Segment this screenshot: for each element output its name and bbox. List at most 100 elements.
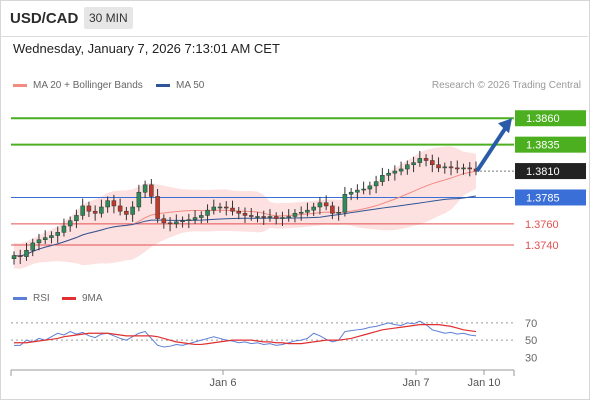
candle xyxy=(186,213,192,229)
candle xyxy=(342,186,348,217)
candle xyxy=(11,251,17,265)
level-label-1.3860: 1.3860 xyxy=(526,113,560,125)
candle xyxy=(261,210,266,225)
candle xyxy=(105,196,110,213)
level-label-1.3810: 1.3810 xyxy=(526,166,560,178)
candle-body xyxy=(86,205,92,212)
candle-body xyxy=(430,160,435,165)
candle-body xyxy=(55,232,60,236)
candle xyxy=(305,202,310,217)
candle-body xyxy=(149,184,154,197)
candle-body xyxy=(36,239,42,244)
candle xyxy=(217,202,223,213)
candle-body xyxy=(398,168,404,172)
candle-body xyxy=(373,181,379,187)
candle-body xyxy=(236,210,242,214)
ma9-swatch xyxy=(62,296,76,300)
ma50-swatch xyxy=(156,83,170,87)
candle xyxy=(355,184,360,200)
rsi-tick-30: 30 xyxy=(525,352,537,364)
candle xyxy=(448,161,454,176)
timeframe-badge[interactable]: 30 MIN xyxy=(84,7,133,29)
rsi-legend-label: RSI xyxy=(33,293,50,304)
credit-text: Research © 2026 Trading Central xyxy=(431,80,581,91)
candle-body xyxy=(255,216,260,218)
level-badge-1.3860 xyxy=(515,110,586,127)
level-label-1.3835: 1.3835 xyxy=(526,140,560,152)
time-tick-label: Jan 6 xyxy=(210,377,237,389)
candle-body xyxy=(323,202,329,207)
rsi-swatch xyxy=(13,296,27,300)
candle-body xyxy=(99,206,104,214)
candle xyxy=(323,195,329,211)
candle xyxy=(80,198,85,220)
level-badge-1.3810 xyxy=(515,163,586,180)
rsi-series-RSI xyxy=(14,320,477,348)
candle xyxy=(386,168,391,182)
candle-body xyxy=(61,225,67,233)
candle-body xyxy=(367,185,373,190)
candle xyxy=(180,216,185,228)
candle xyxy=(298,206,304,221)
candle xyxy=(380,167,385,186)
candle-body xyxy=(80,205,85,216)
candle-body xyxy=(336,212,341,214)
candle xyxy=(117,198,123,216)
candle xyxy=(411,156,416,173)
candle xyxy=(236,206,242,220)
projection-arrow-shaft xyxy=(475,126,508,173)
candle-body xyxy=(348,191,354,195)
candle xyxy=(174,214,179,229)
legend-ma50: MA 50 xyxy=(156,80,204,91)
candle xyxy=(42,230,48,244)
candle-body xyxy=(67,220,73,227)
candle xyxy=(36,233,42,251)
rsi-tick-70: 70 xyxy=(525,318,537,330)
candle xyxy=(286,209,291,222)
candle xyxy=(461,163,466,175)
candle-body xyxy=(11,255,17,260)
candle xyxy=(136,184,142,212)
datetime-label: Wednesday, January 7, 2026 7:13:01 AM CE… xyxy=(13,41,280,56)
candle-body xyxy=(380,175,385,182)
candle xyxy=(124,206,129,221)
candle xyxy=(311,202,316,216)
candle-body xyxy=(186,219,192,221)
candle xyxy=(242,207,248,223)
candle-body xyxy=(74,215,79,221)
candle xyxy=(330,201,335,220)
candle xyxy=(30,238,35,257)
candle xyxy=(361,181,366,195)
candle xyxy=(211,199,217,215)
candle-body xyxy=(42,237,48,240)
candle xyxy=(436,157,441,173)
level-label-1.3760: 1.3760 xyxy=(525,219,559,231)
candle-body xyxy=(448,166,454,169)
candle-body xyxy=(355,189,360,193)
candle xyxy=(367,181,373,195)
candle xyxy=(423,154,429,167)
candle-body xyxy=(180,220,185,223)
candle-body xyxy=(30,242,35,251)
candle-body xyxy=(117,205,123,212)
candle xyxy=(99,199,104,218)
candle xyxy=(430,154,435,173)
candle xyxy=(111,194,117,214)
candles-layer xyxy=(11,150,479,265)
candle-body xyxy=(24,250,29,257)
ma20-swatch xyxy=(13,83,27,87)
candle xyxy=(455,160,460,174)
candle-body xyxy=(461,167,466,170)
candle-body xyxy=(161,218,167,224)
rsi-tick-50: 50 xyxy=(525,335,537,347)
candle-body xyxy=(317,202,323,208)
candle xyxy=(49,231,54,244)
candle-body xyxy=(455,167,460,170)
candle-body xyxy=(211,206,217,211)
candle-body xyxy=(92,210,98,214)
candle-body xyxy=(342,194,348,213)
candle-body xyxy=(124,210,129,215)
candle xyxy=(292,209,298,223)
candle-body xyxy=(305,209,310,213)
